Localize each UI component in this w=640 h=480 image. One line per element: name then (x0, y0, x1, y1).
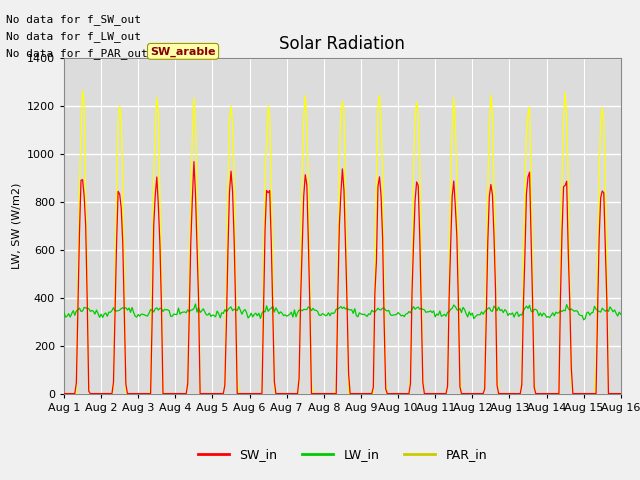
Text: No data for f_SW_out: No data for f_SW_out (6, 14, 141, 25)
Text: SW_arable: SW_arable (150, 46, 216, 57)
Y-axis label: LW, SW (W/m2): LW, SW (W/m2) (12, 182, 21, 269)
Text: No data for f_LW_out: No data for f_LW_out (6, 31, 141, 42)
Title: Solar Radiation: Solar Radiation (280, 35, 405, 53)
Legend: SW_in, LW_in, PAR_in: SW_in, LW_in, PAR_in (193, 444, 492, 467)
Text: No data for f_PAR_out: No data for f_PAR_out (6, 48, 148, 59)
